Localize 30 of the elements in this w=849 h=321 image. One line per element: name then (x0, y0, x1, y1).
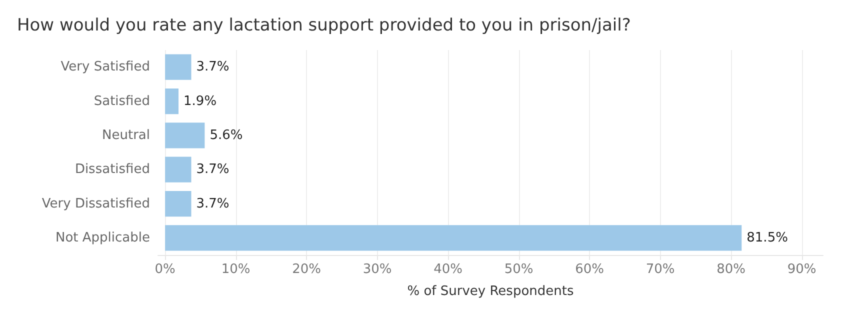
bar (165, 190, 192, 217)
data-label: 3.7% (196, 162, 230, 178)
x-tick-label: 20% (292, 262, 322, 277)
y-tick-label: Not Applicable (55, 230, 150, 246)
y-tick-label: Dissatisfied (74, 162, 150, 178)
y-tick-label: Neutral (102, 128, 150, 143)
x-tick-label: 50% (504, 262, 534, 277)
x-tick-label: 10% (221, 262, 250, 277)
bar (165, 156, 192, 182)
y-tick-label: Satisfied (94, 94, 150, 109)
data-label: 5.6% (210, 128, 243, 143)
x-tick-label: 60% (575, 262, 604, 277)
bar (165, 122, 205, 148)
x-tick-label: 80% (716, 262, 746, 277)
data-label: 81.5% (746, 230, 788, 246)
bar (165, 225, 742, 251)
x-tick-label: 90% (787, 262, 816, 277)
y-tick-label: Very Satisfied (60, 60, 150, 75)
bar (165, 54, 192, 80)
x-tick-label: 0% (154, 262, 176, 277)
x-axis-title: % of Survey Respondents (407, 284, 574, 299)
x-tick-label: 70% (646, 262, 675, 277)
x-tick-label: 40% (434, 262, 463, 277)
data-label: 3.7% (196, 196, 230, 212)
x-tick-label: 30% (362, 262, 392, 277)
y-tick-label: Very Dissatisfied (42, 196, 150, 212)
data-label: 1.9% (184, 94, 217, 109)
data-label: 3.7% (196, 60, 230, 75)
bar (165, 88, 179, 114)
chart-title: How would you rate any lactation support provided to you in prison/jail? (17, 16, 631, 36)
